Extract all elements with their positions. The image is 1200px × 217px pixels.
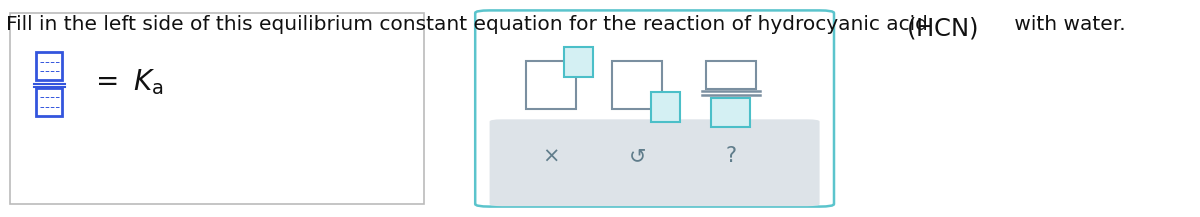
Text: $=\ K_{\rm a}$: $=\ K_{\rm a}$: [90, 67, 163, 97]
Bar: [526, 61, 576, 108]
FancyBboxPatch shape: [490, 119, 820, 206]
Text: ?: ?: [725, 146, 737, 166]
Bar: [36, 52, 62, 80]
Text: ×: ×: [542, 146, 559, 166]
Bar: [712, 98, 750, 127]
Text: ↺: ↺: [629, 146, 646, 166]
Bar: [36, 88, 62, 116]
Text: with water.: with water.: [1008, 15, 1126, 34]
Bar: [10, 13, 424, 204]
Text: $\left(\mathsf{HCN}\right)$: $\left(\mathsf{HCN}\right)$: [906, 15, 978, 41]
Bar: [706, 61, 756, 89]
FancyBboxPatch shape: [475, 10, 834, 207]
Text: Fill in the left side of this equilibrium constant equation for the reaction of : Fill in the left side of this equilibriu…: [6, 15, 935, 34]
Bar: [564, 47, 593, 77]
Bar: [650, 92, 679, 122]
Bar: [612, 61, 662, 108]
